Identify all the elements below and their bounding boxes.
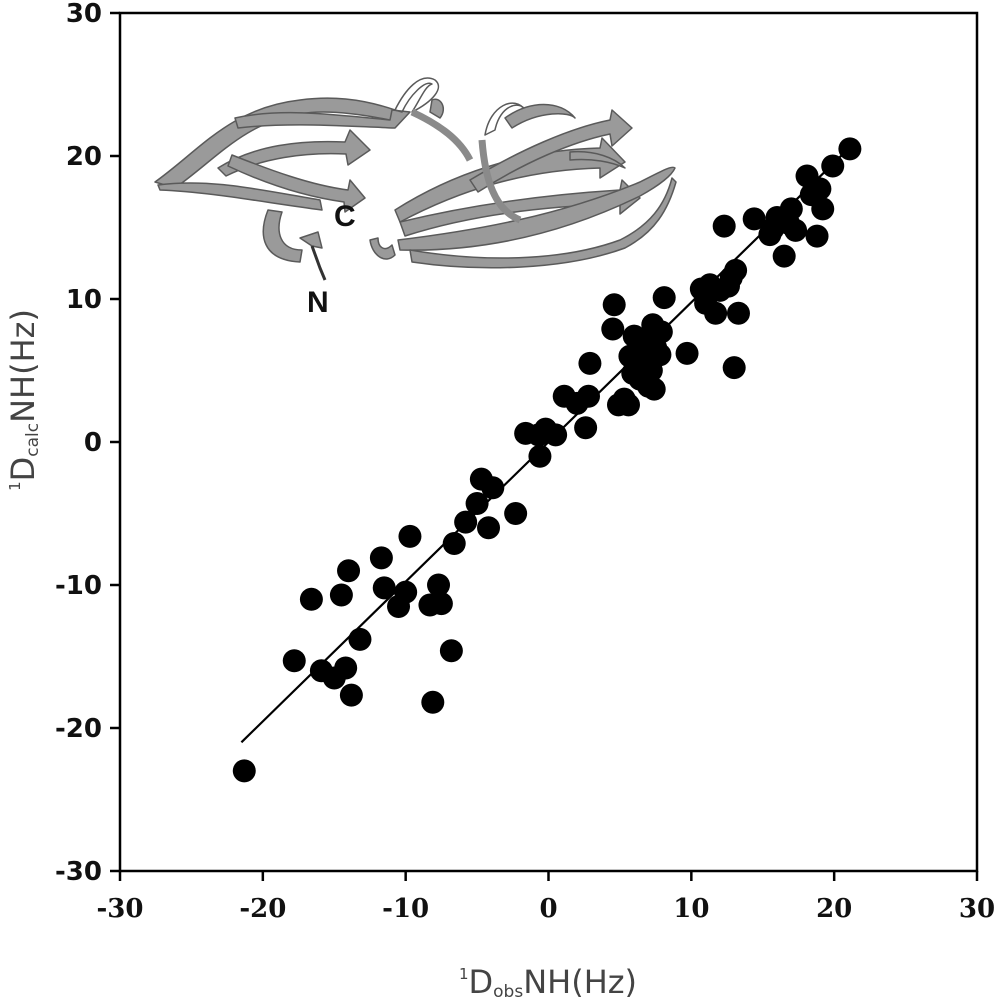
data-point <box>652 286 676 310</box>
data-point <box>421 690 445 714</box>
data-point <box>454 510 478 534</box>
data-point <box>578 351 602 375</box>
data-points <box>232 137 862 783</box>
y-axis-title-prefix: 1 <box>6 481 24 491</box>
data-point <box>779 197 803 221</box>
y-tick-label: -30 <box>55 857 102 887</box>
protein-ribbon-inset <box>154 77 677 281</box>
data-point <box>528 444 552 468</box>
y-axis-title: 1DcalcNH(Hz) <box>4 309 43 491</box>
data-point <box>811 197 835 221</box>
y-tick-label: 10 <box>66 285 102 315</box>
x-tick-label: 20 <box>816 894 852 924</box>
y-tick-label: 0 <box>84 428 102 458</box>
y-axis-title-main: D <box>4 457 42 482</box>
x-axis-title-rest: NH(Hz) <box>523 963 637 1000</box>
x-axis: -30 -20 -10 0 10 20 30 <box>97 871 995 924</box>
data-point <box>838 137 862 161</box>
data-point <box>724 258 748 282</box>
data-point <box>602 293 626 317</box>
x-axis-title-sub: obs <box>493 982 523 1000</box>
data-point <box>334 656 358 680</box>
data-point <box>712 214 736 238</box>
data-point <box>442 532 466 556</box>
data-point <box>427 573 451 597</box>
inset-label-n: N <box>307 286 329 319</box>
data-point <box>704 301 728 325</box>
y-tick-label: 20 <box>66 142 102 172</box>
y-axis: -30 -20 -10 0 10 20 30 <box>55 0 120 887</box>
data-point <box>772 244 796 268</box>
data-point <box>675 341 699 365</box>
y-axis-title-rest: NH(Hz) <box>4 309 42 423</box>
data-point <box>574 416 598 440</box>
data-point <box>805 224 829 248</box>
inset-label-c: C <box>334 200 356 233</box>
x-axis-title-main: D <box>469 963 494 1000</box>
x-tick-label: 0 <box>539 894 557 924</box>
x-tick-label: 10 <box>673 894 709 924</box>
data-point <box>299 587 323 611</box>
data-point <box>369 546 393 570</box>
data-point <box>429 592 453 616</box>
x-axis-title: 1DobsNH(Hz) <box>459 963 637 1000</box>
data-point <box>576 384 600 408</box>
data-point <box>726 301 750 325</box>
x-tick-label: 30 <box>959 894 995 924</box>
data-point <box>372 576 396 600</box>
y-tick-label: -20 <box>55 714 102 744</box>
data-point <box>394 580 418 604</box>
y-tick-label: 30 <box>66 0 102 29</box>
data-point <box>601 317 625 341</box>
data-point <box>282 649 306 673</box>
y-axis-title-sub: calc <box>23 423 43 457</box>
x-tick-label: -10 <box>382 894 429 924</box>
data-point <box>398 524 422 548</box>
data-point <box>439 639 463 663</box>
data-point <box>232 759 256 783</box>
y-tick-label: -10 <box>55 571 102 601</box>
data-point <box>784 218 808 242</box>
data-point <box>722 356 746 380</box>
data-point <box>481 476 505 500</box>
data-point <box>742 207 766 231</box>
data-point <box>465 491 489 515</box>
data-point <box>808 177 832 201</box>
data-point <box>642 377 666 401</box>
data-point <box>477 516 501 540</box>
data-point <box>648 343 672 367</box>
x-tick-label: -20 <box>239 894 286 924</box>
data-point <box>329 583 353 607</box>
data-point <box>649 320 673 344</box>
data-point <box>616 393 640 417</box>
data-point <box>504 502 528 525</box>
x-axis-title-prefix: 1 <box>459 965 469 983</box>
data-point <box>337 559 361 583</box>
data-point <box>821 154 845 178</box>
data-point <box>348 627 372 651</box>
x-tick-label: -30 <box>97 894 144 924</box>
data-point <box>544 423 568 447</box>
data-point <box>339 683 363 707</box>
